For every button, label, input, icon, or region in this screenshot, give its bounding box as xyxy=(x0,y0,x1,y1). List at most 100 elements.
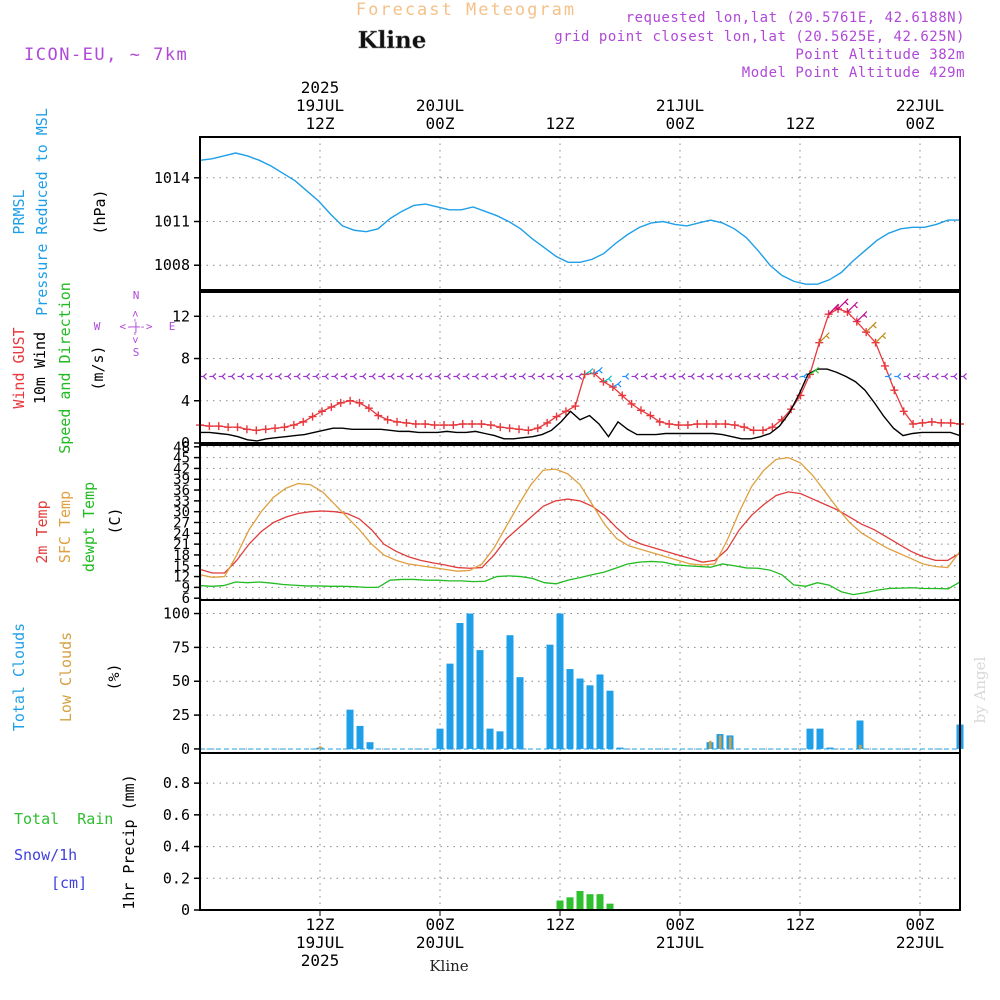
panel-content xyxy=(196,152,967,911)
y-tick-label: 25 xyxy=(172,706,190,724)
gust-marker xyxy=(261,425,270,434)
wind-arrow-head xyxy=(362,373,367,380)
y-tick-label: 0.2 xyxy=(163,869,190,887)
wind-arrow-head xyxy=(278,373,282,380)
bottom-time-label: 20JUL xyxy=(416,933,464,952)
temp-dew-label: dewpt Temp xyxy=(80,482,98,572)
snow-label: Snow/1h xyxy=(14,846,77,864)
gust-marker xyxy=(571,402,580,411)
wind-arrow-head xyxy=(766,373,770,380)
wind-arrow-head xyxy=(203,373,207,380)
compass-s: S xyxy=(133,346,140,359)
temp-2m-line xyxy=(199,491,961,574)
gust-marker xyxy=(561,407,570,416)
gust-marker xyxy=(421,419,430,428)
rain-bar xyxy=(566,897,574,910)
y-tick-label: 42 xyxy=(173,461,190,477)
wind-arrow-head xyxy=(916,373,921,380)
total-clouds-bar xyxy=(476,650,484,749)
location-title: Kline xyxy=(358,27,427,54)
gust-marker xyxy=(458,419,467,428)
compass-n: N xyxy=(133,289,140,302)
gust-marker xyxy=(740,423,749,432)
y-tick-label: 6 xyxy=(182,591,190,607)
wind-arrow-head xyxy=(268,373,273,380)
wind-arrow-head xyxy=(803,373,808,380)
panel-frame xyxy=(199,752,961,911)
wind-arrow-head xyxy=(418,373,423,380)
wind-direction-arrow xyxy=(584,370,591,375)
wind-arrow-head xyxy=(700,373,705,380)
pressure-unit: (hPa) xyxy=(91,189,109,234)
wind-arrow-head xyxy=(381,373,386,380)
total-clouds-bar xyxy=(816,728,824,749)
gust-marker xyxy=(205,422,214,431)
wind-arrow-head xyxy=(306,373,311,380)
gust-marker xyxy=(618,391,627,400)
y-tick-label: 4 xyxy=(181,392,190,410)
total-clouds-bar xyxy=(596,674,604,749)
wind-arrow-head xyxy=(343,373,348,380)
wind-arrow-head xyxy=(690,373,695,380)
gust-marker xyxy=(768,423,777,432)
y-tick-label: 33 xyxy=(173,494,190,510)
gust-marker xyxy=(712,419,721,428)
wind-gust-label: Wind GUST xyxy=(10,327,28,408)
y-tick-label: 21 xyxy=(173,537,190,553)
low-clouds-bar xyxy=(729,736,732,749)
total-rain-label: Total Rain xyxy=(14,810,113,828)
gust-marker xyxy=(271,424,280,433)
wind-arrow-head xyxy=(756,373,761,380)
gust-marker xyxy=(627,399,636,408)
gust-marker xyxy=(927,417,936,426)
y-tick-label: 1014 xyxy=(154,169,190,187)
gust-marker xyxy=(346,396,355,405)
precip-axis-label: 1hr Precip (mm) xyxy=(120,774,138,909)
wind-arrow-head xyxy=(653,373,658,380)
gust-marker xyxy=(646,411,655,420)
total-clouds-bar xyxy=(346,709,354,749)
wind-direction-arrow xyxy=(603,378,609,383)
total-clouds-bar xyxy=(586,685,594,749)
wind-arrow-head xyxy=(737,373,742,380)
y-tick-label: 12 xyxy=(173,570,190,586)
gust-marker xyxy=(721,419,730,428)
y-axes: 1008101110140481269121518212427303336394… xyxy=(154,169,200,919)
total-clouds-bar xyxy=(546,644,554,749)
dewpoint-line xyxy=(199,560,961,596)
wind-arrow-head xyxy=(512,373,517,380)
wind-arrow-head xyxy=(221,373,226,380)
gust-marker xyxy=(383,415,392,424)
gust-marker xyxy=(214,422,223,431)
wind-direction-arrow xyxy=(846,304,855,313)
wind-arrow-head xyxy=(334,373,339,380)
total-clouds-bar xyxy=(496,731,504,749)
wind-direction-arrow xyxy=(593,369,600,374)
wind-arrow-head xyxy=(906,373,911,380)
wind-arrow-head xyxy=(447,373,451,380)
wind-arrow-head xyxy=(608,375,613,383)
wind-speed-dir-label: Speed and Direction xyxy=(56,282,74,454)
gust-marker xyxy=(289,421,298,430)
wind-arrow-head xyxy=(296,373,301,380)
prmsl-label: PRMSL xyxy=(10,189,28,234)
gust-marker xyxy=(477,419,486,428)
gust-marker xyxy=(317,407,326,416)
top-time-label: 19JUL xyxy=(296,96,344,115)
gust-marker xyxy=(899,407,908,416)
wind-arrow-head xyxy=(325,373,329,380)
gust-marker xyxy=(693,419,702,428)
panel-grids xyxy=(200,137,960,911)
gust-marker xyxy=(636,406,645,415)
pressure-reduced-label: Pressure Reduced to MSL xyxy=(33,108,51,316)
wind-arrow-head xyxy=(259,373,264,380)
gust-marker xyxy=(543,418,552,427)
wind-direction-arrow xyxy=(612,383,619,388)
wind-arrow-head xyxy=(897,373,902,380)
y-tick-label: 0 xyxy=(181,434,190,452)
gridpoint-coordinates: grid point closest lon,lat (20.5625E, 42… xyxy=(554,29,965,45)
gust-marker xyxy=(702,419,711,428)
gust-marker xyxy=(374,411,383,420)
